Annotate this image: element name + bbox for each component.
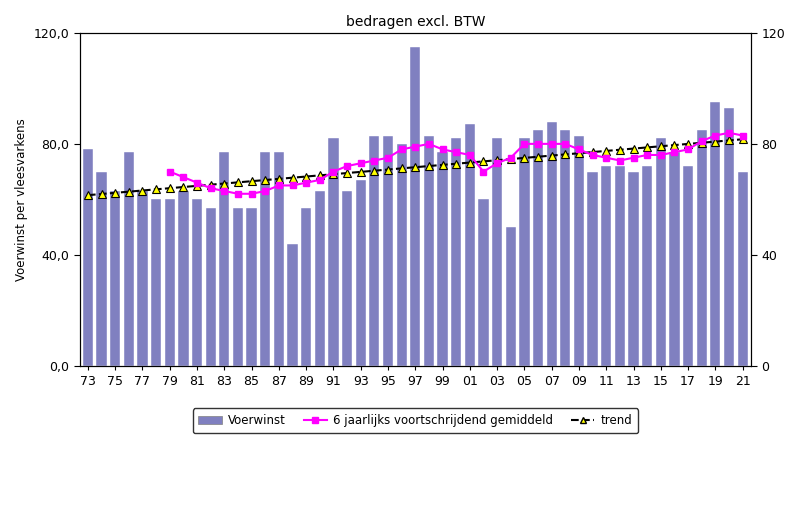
Bar (314, 191, 325, 366)
Bar (560, 130, 570, 366)
Bar (356, 180, 366, 366)
Bar (260, 152, 270, 366)
Bar (465, 125, 475, 366)
Bar (192, 200, 202, 366)
Bar (301, 208, 311, 366)
Bar (587, 171, 598, 366)
Bar (97, 171, 106, 366)
Bar (656, 139, 666, 366)
Bar (574, 135, 584, 366)
Bar (328, 139, 338, 366)
Bar (533, 130, 543, 366)
Bar (519, 139, 530, 366)
Bar (342, 191, 352, 366)
Bar (410, 47, 420, 366)
Bar (710, 102, 721, 366)
Bar (233, 208, 243, 366)
Bar (274, 152, 284, 366)
Bar (546, 122, 557, 366)
Bar (642, 166, 652, 366)
Y-axis label: Voerwinst per vleesvarkens: Voerwinst per vleesvarkens (15, 118, 28, 281)
Bar (738, 171, 748, 366)
Bar (670, 152, 679, 366)
Bar (178, 191, 189, 366)
Bar (424, 135, 434, 366)
Bar (383, 135, 393, 366)
Bar (110, 191, 120, 366)
Bar (451, 139, 462, 366)
Bar (506, 227, 516, 366)
Bar (246, 208, 257, 366)
Bar (370, 135, 379, 366)
Bar (397, 144, 406, 366)
Title: bedragen excl. BTW: bedragen excl. BTW (346, 15, 485, 29)
Bar (683, 166, 694, 366)
Bar (82, 149, 93, 366)
Bar (206, 208, 216, 366)
Bar (478, 200, 489, 366)
Bar (492, 139, 502, 366)
Bar (629, 171, 638, 366)
Bar (697, 130, 707, 366)
Bar (438, 152, 448, 366)
Legend: Voerwinst, 6 jaarlijks voortschrijdend gemiddeld, trend: Voerwinst, 6 jaarlijks voortschrijdend g… (193, 408, 638, 433)
Bar (724, 108, 734, 366)
Bar (614, 166, 625, 366)
Bar (138, 191, 147, 366)
Bar (151, 200, 162, 366)
Bar (124, 152, 134, 366)
Bar (601, 166, 611, 366)
Bar (165, 200, 175, 366)
Bar (287, 244, 298, 366)
Bar (219, 152, 230, 366)
